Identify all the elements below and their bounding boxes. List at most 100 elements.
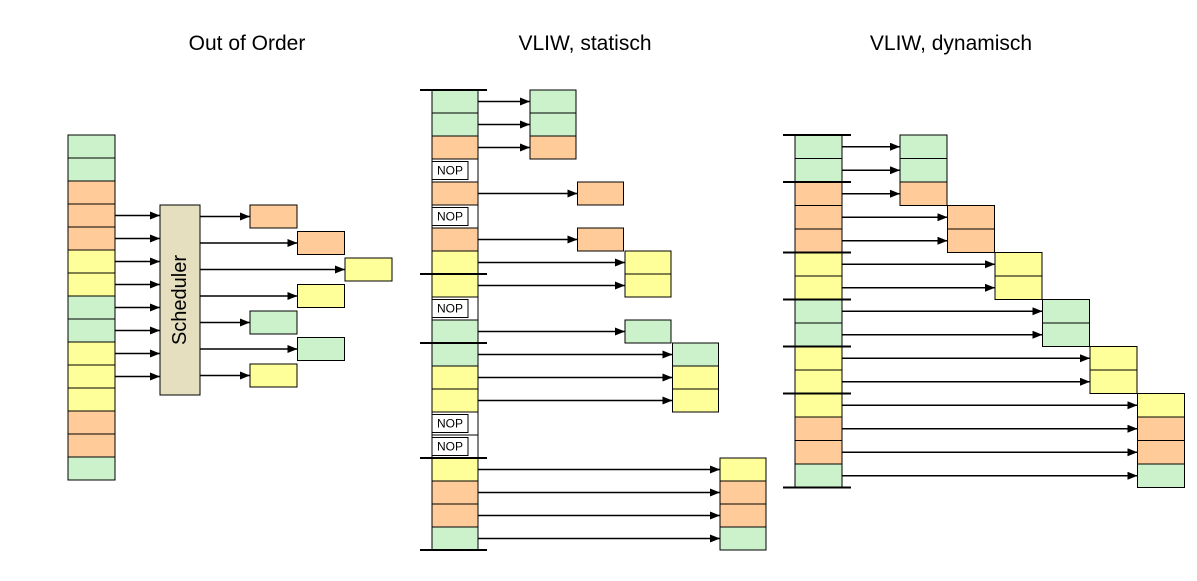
instruction-box bbox=[431, 112, 479, 137]
issue-slot-box bbox=[719, 503, 767, 528]
issue-slot-box bbox=[1137, 393, 1185, 418]
instruction-box bbox=[794, 322, 843, 347]
nop-label: NOP bbox=[437, 164, 463, 178]
nop-box bbox=[431, 437, 469, 456]
issue-slot-box bbox=[947, 228, 995, 253]
instruction-box bbox=[67, 433, 116, 458]
instruction-box bbox=[67, 203, 116, 228]
instruction-box bbox=[794, 393, 843, 418]
instruction-box bbox=[431, 526, 479, 551]
instruction-box bbox=[431, 135, 479, 160]
panel-out-of-order: Scheduler bbox=[67, 134, 393, 481]
issue-slot-box bbox=[1137, 463, 1185, 488]
nop-box bbox=[431, 414, 469, 433]
instruction-box bbox=[794, 346, 843, 371]
instruction-box bbox=[794, 275, 843, 300]
instruction-box bbox=[431, 273, 479, 298]
instruction-box bbox=[67, 134, 116, 159]
issue-slot-box bbox=[344, 257, 393, 282]
panel-vliw-dynamic bbox=[783, 134, 1185, 489]
issue-slot-box bbox=[249, 204, 298, 229]
issue-slot-box bbox=[1089, 346, 1138, 371]
instruction-box bbox=[794, 416, 843, 441]
instruction-box bbox=[67, 249, 116, 274]
issue-slot-box bbox=[297, 337, 345, 361]
issue-slot-box bbox=[297, 284, 345, 308]
instruction-box bbox=[431, 181, 479, 206]
nop-label: NOP bbox=[437, 302, 463, 316]
issue-slot-box bbox=[624, 273, 672, 298]
instruction-box bbox=[67, 410, 116, 435]
instruction-box bbox=[794, 440, 843, 465]
panel-title-vliw-dynamic: VLIW, dynamisch bbox=[869, 32, 1033, 55]
issue-slot-box bbox=[297, 231, 345, 255]
issue-slot-box bbox=[529, 135, 577, 160]
issue-slot-box bbox=[719, 480, 767, 505]
instruction-box bbox=[431, 457, 479, 482]
issue-slot-box bbox=[672, 365, 719, 390]
issue-slot-box bbox=[624, 319, 672, 344]
nop-label: NOP bbox=[437, 440, 463, 454]
instruction-box bbox=[67, 387, 116, 412]
instruction-box bbox=[431, 388, 479, 413]
nop-box bbox=[431, 161, 469, 180]
instruction-box bbox=[794, 134, 843, 159]
instruction-box bbox=[67, 157, 116, 182]
issue-slot-box bbox=[1137, 416, 1185, 441]
instruction-box bbox=[794, 299, 843, 324]
issue-slot-box bbox=[719, 457, 767, 482]
issue-slot-box bbox=[672, 342, 719, 367]
issue-slot-box bbox=[1089, 369, 1138, 394]
instruction-box bbox=[67, 226, 116, 251]
issue-slot-box bbox=[624, 250, 672, 275]
issue-slot-box bbox=[719, 526, 767, 551]
issue-slot-box bbox=[249, 310, 298, 335]
issue-slot-box bbox=[899, 181, 948, 206]
issue-slot-box bbox=[672, 388, 719, 413]
issue-slot-box bbox=[1042, 299, 1090, 324]
nop-box bbox=[431, 207, 469, 226]
issue-slot-box bbox=[577, 227, 624, 252]
issue-slot-box bbox=[994, 275, 1043, 300]
instruction-box bbox=[67, 318, 116, 343]
issue-slot-box bbox=[899, 134, 948, 159]
issue-slot-box bbox=[529, 89, 577, 114]
instruction-box bbox=[794, 463, 843, 488]
panel-vliw-static: NOP NOP NOP NOP NOP bbox=[420, 89, 767, 551]
instruction-box bbox=[67, 272, 116, 297]
instruction-box bbox=[431, 89, 479, 114]
instruction-box bbox=[794, 252, 843, 277]
instruction-box bbox=[67, 180, 116, 205]
nop-label: NOP bbox=[437, 417, 463, 431]
instruction-box bbox=[67, 295, 116, 320]
issue-slot-box bbox=[529, 112, 577, 137]
instruction-box bbox=[431, 365, 479, 390]
instruction-box bbox=[431, 319, 479, 344]
instruction-box bbox=[67, 341, 116, 366]
issue-slot-box bbox=[947, 205, 995, 230]
instruction-box bbox=[794, 369, 843, 394]
issue-slot-box bbox=[577, 181, 624, 206]
issue-slot-box bbox=[899, 158, 948, 183]
issue-slot-box bbox=[994, 252, 1043, 277]
scheduler-box bbox=[159, 204, 201, 396]
nop-box bbox=[431, 299, 469, 318]
panel-title-vliw-static: VLIW, statisch bbox=[518, 32, 652, 55]
instruction-box bbox=[431, 503, 479, 528]
instruction-box bbox=[794, 158, 843, 183]
panel-title-out-of-order: Out of Order bbox=[188, 32, 306, 55]
instruction-box bbox=[431, 342, 479, 367]
instruction-box bbox=[431, 250, 479, 275]
instruction-box bbox=[794, 205, 843, 230]
instruction-box bbox=[794, 228, 843, 253]
instruction-box bbox=[67, 364, 116, 389]
issue-slot-box bbox=[1137, 440, 1185, 465]
instruction-box bbox=[431, 480, 479, 505]
instruction-box bbox=[67, 456, 116, 481]
nop-label: NOP bbox=[437, 210, 463, 224]
scheduler-label: Scheduler bbox=[169, 255, 191, 345]
instruction-box bbox=[794, 181, 843, 206]
instruction-box bbox=[431, 227, 479, 252]
